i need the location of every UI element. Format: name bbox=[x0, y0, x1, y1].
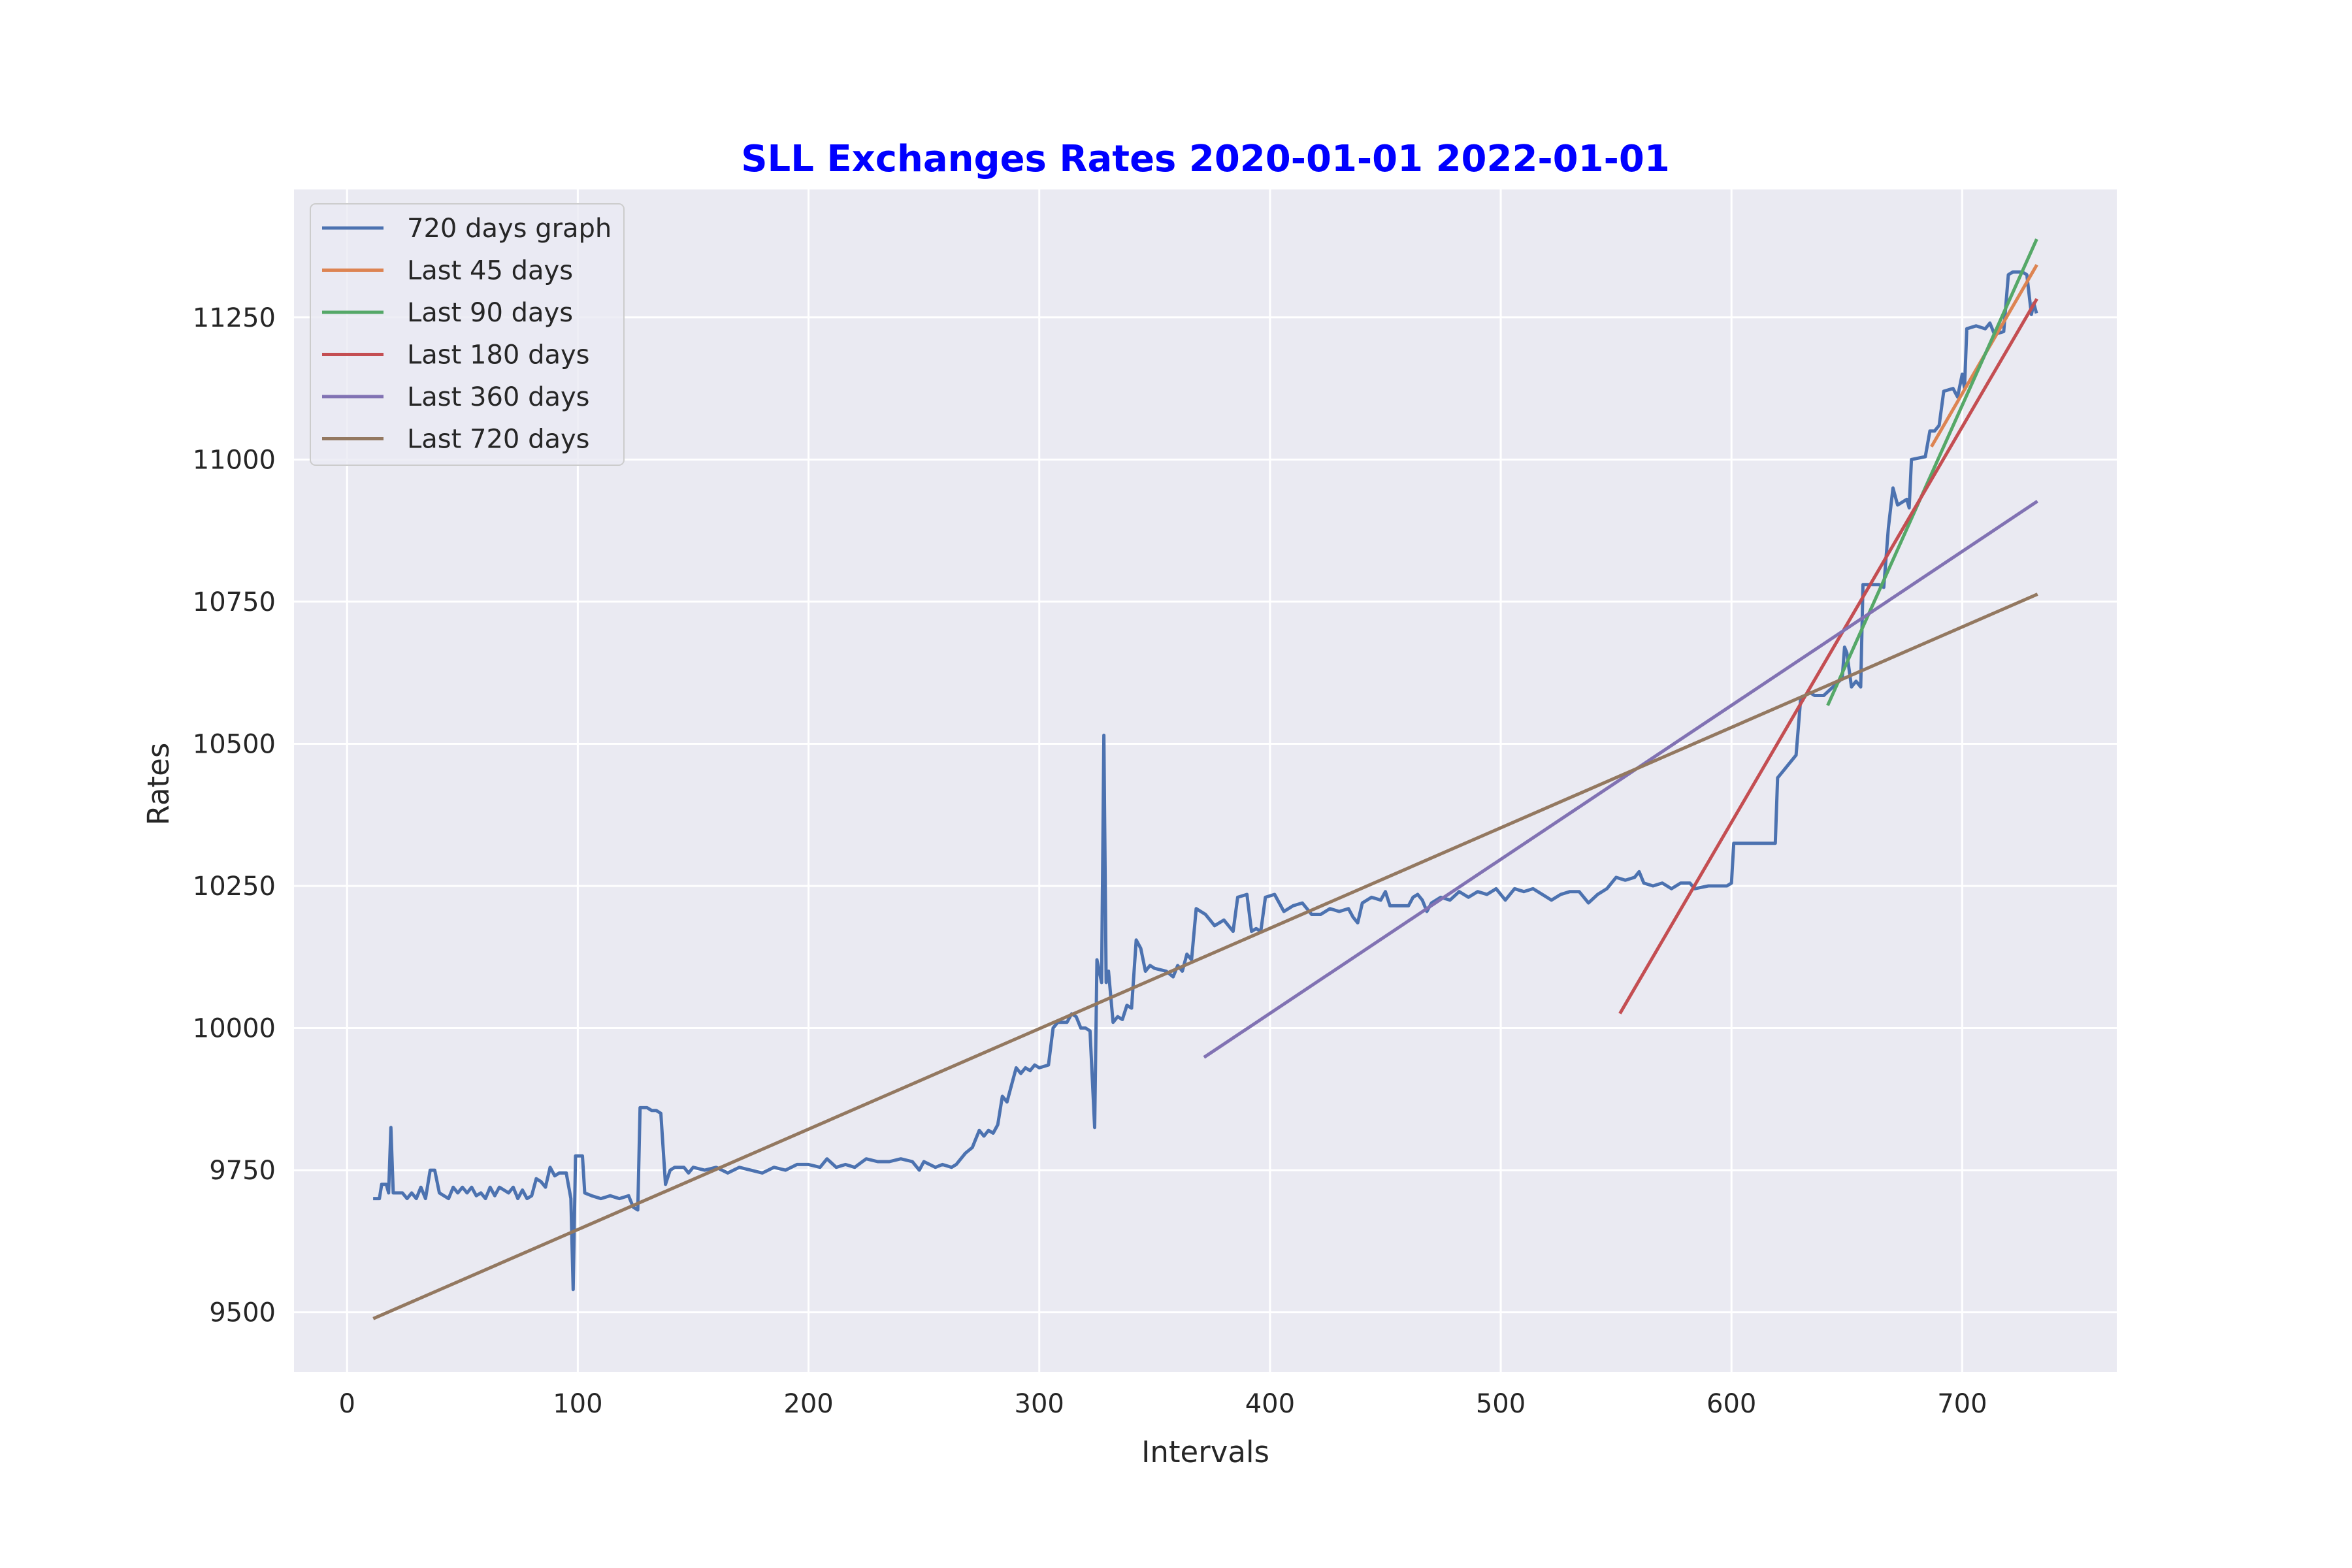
legend-label: Last 720 days bbox=[407, 425, 590, 455]
x-axis-ticks: 0 100 200 300 400 500 600 700 bbox=[339, 1389, 1987, 1419]
legend: 720 days graph Last 45 days Last 90 days La… bbox=[310, 203, 625, 466]
legend-label: Last 360 days bbox=[407, 382, 590, 412]
x-axis-label: Intervals bbox=[1141, 1435, 1269, 1469]
legend-label: Last 90 days bbox=[407, 298, 573, 328]
series-layer bbox=[372, 238, 2038, 1320]
x-tick-label: 0 bbox=[339, 1389, 355, 1419]
series-line-6 bbox=[372, 593, 2038, 1320]
y-tick-label: 9500 bbox=[209, 1298, 276, 1328]
y-axis-ticks: 9500 9750 10000 10250 10500 10750 11000 11250 bbox=[193, 303, 276, 1328]
series-line-5 bbox=[1203, 500, 2038, 1059]
series-line-4 bbox=[1618, 298, 2038, 1015]
y-tick-label: 10500 bbox=[193, 729, 276, 759]
chart-title: SLL Exchanges Rates 2020-01-01 2022-01-0… bbox=[741, 138, 1670, 180]
y-tick-label: 10000 bbox=[193, 1014, 276, 1044]
series-line-3 bbox=[1826, 238, 2038, 706]
legend-box bbox=[310, 203, 625, 466]
x-tick-label: 400 bbox=[1245, 1389, 1295, 1419]
y-axis-label: Rates bbox=[141, 743, 176, 826]
grid bbox=[294, 189, 2117, 1372]
legend-label: Last 180 days bbox=[407, 340, 590, 370]
y-tick-label: 11000 bbox=[193, 445, 276, 475]
y-tick-label: 9750 bbox=[209, 1156, 276, 1186]
x-tick-label: 500 bbox=[1476, 1389, 1526, 1419]
y-tick-label: 11250 bbox=[193, 303, 276, 333]
y-tick-label: 10250 bbox=[193, 872, 276, 902]
series-line-1 bbox=[373, 270, 2038, 1292]
x-tick-label: 100 bbox=[553, 1389, 602, 1419]
x-tick-label: 600 bbox=[1707, 1389, 1756, 1419]
x-tick-label: 200 bbox=[783, 1389, 833, 1419]
legend-label: 720 days graph bbox=[407, 214, 612, 244]
x-tick-label: 300 bbox=[1015, 1389, 1064, 1419]
y-tick-label: 10750 bbox=[193, 587, 276, 617]
x-tick-label: 700 bbox=[1937, 1389, 1987, 1419]
legend-label: Last 45 days bbox=[407, 256, 573, 286]
